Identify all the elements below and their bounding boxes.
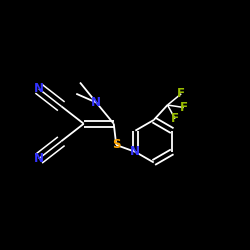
Text: S: S bbox=[112, 138, 120, 151]
Text: N: N bbox=[34, 82, 44, 95]
Text: F: F bbox=[177, 87, 185, 100]
Text: N: N bbox=[34, 152, 44, 165]
Text: N: N bbox=[130, 146, 140, 158]
Text: F: F bbox=[171, 112, 179, 125]
Text: N: N bbox=[91, 96, 101, 109]
Text: F: F bbox=[180, 101, 188, 114]
